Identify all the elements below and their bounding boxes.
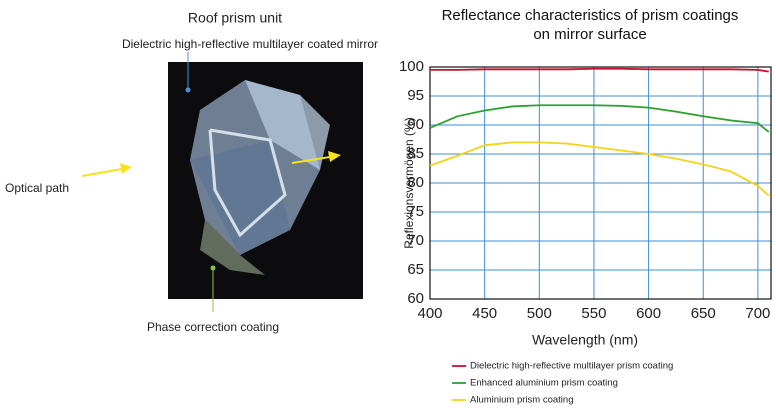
y-tick-label: 70 xyxy=(407,232,424,249)
arrowhead xyxy=(120,163,132,174)
x-tick-label: 400 xyxy=(417,305,442,322)
legend-label: Enhanced aluminium prism coating xyxy=(470,378,618,389)
legend-label: Aluminium prism coating xyxy=(470,395,573,406)
y-tick-label: 75 xyxy=(407,203,424,220)
data-line xyxy=(430,67,769,73)
plot-frame xyxy=(429,66,772,300)
chart-title: Reflectance characteristics of prism coa… xyxy=(441,7,739,43)
legend-label: Dielectric high-reflective multilayer pr… xyxy=(470,361,673,372)
data-line xyxy=(429,141,770,197)
diagram-title: Roof prism unit xyxy=(188,10,282,26)
y-tick-label: 90 xyxy=(407,116,424,133)
x-tick-label: 500 xyxy=(527,305,552,322)
y-tick-label: 85 xyxy=(407,145,424,162)
y-tick-label: 80 xyxy=(407,174,424,191)
path-label: Optical path xyxy=(5,181,69,195)
arrowhead xyxy=(328,151,341,162)
path-arrow-out xyxy=(291,156,331,164)
path-arrow-in xyxy=(81,168,123,177)
x-tick-label: 650 xyxy=(691,305,716,322)
x-tick-label: 550 xyxy=(581,305,606,322)
x-tick-label: 450 xyxy=(472,305,497,322)
coating-dot xyxy=(210,265,216,271)
mirror-dot xyxy=(185,87,191,93)
x-tick-label: 600 xyxy=(636,305,661,322)
y-tick-label: 95 xyxy=(407,87,424,104)
data-line xyxy=(429,104,770,133)
x-axis-label: Wavelength (nm) xyxy=(532,332,638,348)
mirror-label: Dielectric high-reflective multilayer co… xyxy=(122,37,378,51)
y-tick-label: 60 xyxy=(407,290,424,307)
y-tick-label: 100 xyxy=(399,58,424,75)
prism-shape xyxy=(190,80,330,275)
y-tick-label: 65 xyxy=(407,261,424,278)
coating-label: Phase correction coating xyxy=(147,320,279,334)
x-tick-label: 700 xyxy=(745,305,770,322)
y-axis-label: Reflexionsvermögen (%) xyxy=(402,117,416,248)
